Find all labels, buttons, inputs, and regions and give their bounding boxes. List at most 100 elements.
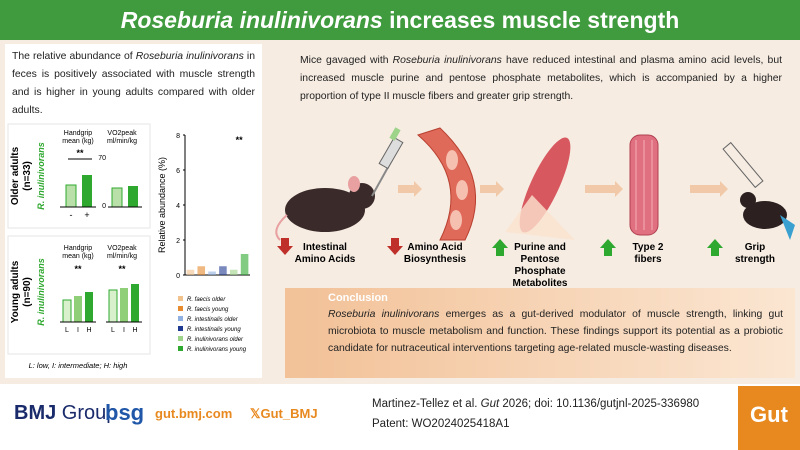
legend-swatch bbox=[178, 306, 183, 311]
axis-label: ml/min/kg bbox=[107, 138, 137, 145]
bar bbox=[65, 184, 77, 208]
muscle-fiber bbox=[629, 134, 659, 236]
x-label: L bbox=[111, 327, 115, 334]
bar bbox=[120, 288, 128, 322]
y-tick-label: 0 bbox=[176, 273, 180, 280]
tick-label: 0 bbox=[102, 203, 106, 210]
axis-label: VO2peak bbox=[107, 245, 137, 252]
y-axis-label: Relative abundance (%) bbox=[157, 157, 167, 253]
handle: Gut_BMJ bbox=[260, 406, 318, 421]
text: The relative abundance of bbox=[12, 51, 136, 62]
intro-text: The relative abundance of Roseburia inul… bbox=[12, 48, 255, 120]
summary-text: Mice gavaged with Roseburia inulinivoran… bbox=[300, 52, 782, 106]
bar bbox=[219, 266, 227, 275]
tick-label: 70 bbox=[98, 155, 106, 162]
species-label: R. inulinivorans bbox=[36, 258, 46, 326]
bar bbox=[62, 299, 72, 323]
legend-swatch bbox=[178, 316, 183, 321]
legend-label: R. faecis older bbox=[187, 297, 226, 303]
legend-label: R. inulinivorans older bbox=[187, 337, 244, 343]
patent: Patent: WO2024025418A1 bbox=[372, 418, 510, 430]
logo-group: Group bbox=[61, 402, 118, 424]
effect-label: Intestinal Amino Acids bbox=[295, 242, 356, 265]
intestine bbox=[416, 127, 477, 241]
effect-label: Amino Acid Biosynthesis bbox=[404, 242, 467, 265]
bsg-logo: bsg bbox=[105, 400, 145, 425]
conclusion-text: Roseburia inulinivorans emerges as a gut… bbox=[328, 306, 783, 357]
text: have reduced intestinal and plasma amino… bbox=[300, 55, 782, 102]
direction-arrow bbox=[277, 238, 293, 255]
axis-label: mean (kg) bbox=[62, 138, 94, 145]
footer: BMJ Group bsg gut.bmj.com 𝕏Gut_BMJ Marti… bbox=[0, 384, 800, 450]
conclusion-box bbox=[285, 288, 795, 378]
logo-bmj: BMJ bbox=[14, 402, 57, 424]
panel-frame bbox=[7, 123, 151, 229]
text: emerges as a gut-derived modulator of mu… bbox=[328, 309, 783, 354]
axis-label: Handgrip bbox=[64, 130, 93, 137]
legend-label: R. faecis young bbox=[187, 307, 229, 313]
x-label: H bbox=[132, 327, 137, 334]
journal: Gut bbox=[480, 398, 500, 410]
title-italic: Roseburia inulinivorans bbox=[120, 7, 383, 33]
direction-arrow bbox=[492, 239, 508, 256]
direction-arrow bbox=[707, 239, 723, 256]
bmj-logo: BMJ Group bbox=[14, 402, 117, 425]
bar bbox=[186, 269, 195, 275]
legend-label: R. intestinalis older bbox=[187, 317, 239, 323]
x-icon: 𝕏 bbox=[250, 406, 261, 421]
group-label: Young adults bbox=[10, 260, 21, 323]
journal-logo: Gut bbox=[738, 386, 800, 450]
conclusion-heading: Conclusion bbox=[328, 292, 388, 304]
bar bbox=[82, 175, 92, 207]
title-rest: increases muscle strength bbox=[382, 7, 680, 33]
social-handle: 𝕏Gut_BMJ bbox=[250, 406, 318, 422]
legend-swatch bbox=[178, 326, 183, 331]
x-label: - bbox=[70, 210, 73, 220]
effect-label: Type 2 fibers bbox=[633, 242, 664, 265]
species-label: R. inulinivorans bbox=[36, 142, 46, 210]
flow-arrows bbox=[398, 181, 728, 197]
effect-label: Purine and Pentose Phosphate Metabolites bbox=[512, 242, 567, 289]
citation: Martinez-Tellez et al. Gut 2026; doi: 10… bbox=[372, 398, 699, 410]
species: Roseburia inulinivorans bbox=[135, 51, 244, 62]
significance: ** bbox=[118, 264, 126, 274]
legend-swatch bbox=[178, 346, 183, 351]
text: 2026; doi: 10.1136/gutjnl-2025-336980 bbox=[499, 398, 700, 410]
website: gut.bmj.com bbox=[155, 406, 233, 421]
young-bars bbox=[60, 284, 142, 323]
significance: ** bbox=[76, 148, 84, 158]
bar bbox=[131, 284, 139, 322]
bar bbox=[197, 266, 206, 275]
direction-arrow bbox=[600, 239, 616, 256]
bar bbox=[128, 186, 138, 207]
bar bbox=[229, 269, 238, 275]
x-label: H bbox=[86, 327, 91, 334]
title-bar: Roseburia inulinivorans increases muscle… bbox=[0, 0, 800, 40]
axis-label: VO2peak bbox=[107, 130, 137, 137]
y-tick-label: 8 bbox=[176, 133, 180, 140]
x-label: L bbox=[65, 327, 69, 334]
species: Roseburia inulinivorans bbox=[328, 309, 440, 320]
y-tick-label: 4 bbox=[176, 203, 180, 210]
text: Mice gavaged with bbox=[300, 55, 393, 66]
legend-swatch bbox=[178, 336, 183, 341]
text: in feces is positively associated with m… bbox=[12, 51, 255, 116]
group-n: (n=90) bbox=[22, 277, 33, 307]
significance: ** bbox=[236, 135, 244, 145]
axis-label: mean (kg) bbox=[62, 253, 94, 260]
bar bbox=[208, 271, 216, 275]
x-label: + bbox=[84, 210, 89, 220]
mouse-gavage bbox=[275, 127, 404, 241]
legend-swatch bbox=[178, 296, 183, 301]
legend-label: R. inulinivorans young bbox=[187, 347, 247, 353]
bar bbox=[111, 187, 123, 208]
bar bbox=[108, 289, 118, 323]
direction-arrow bbox=[387, 238, 403, 255]
axis-label: ml/min/kg bbox=[107, 253, 137, 260]
significance: ** bbox=[74, 264, 82, 274]
species: Roseburia inulinivorans bbox=[392, 55, 502, 66]
bar bbox=[240, 254, 249, 275]
group-n: (n=33) bbox=[22, 161, 33, 191]
bar bbox=[85, 292, 93, 322]
